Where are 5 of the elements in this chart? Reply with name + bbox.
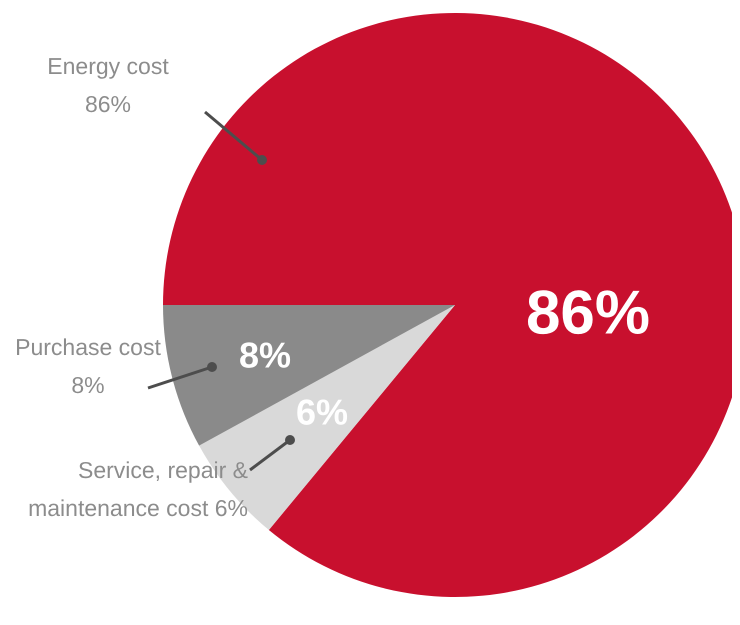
slice-label: Service, repair & maintenance cost 6%	[28, 457, 248, 521]
slice-label: Energy cost 86%	[47, 53, 170, 117]
data-label: 8%	[238, 334, 292, 376]
data-label: 86%	[526, 278, 650, 348]
slice-label: Purchase cost 8%	[15, 334, 162, 398]
